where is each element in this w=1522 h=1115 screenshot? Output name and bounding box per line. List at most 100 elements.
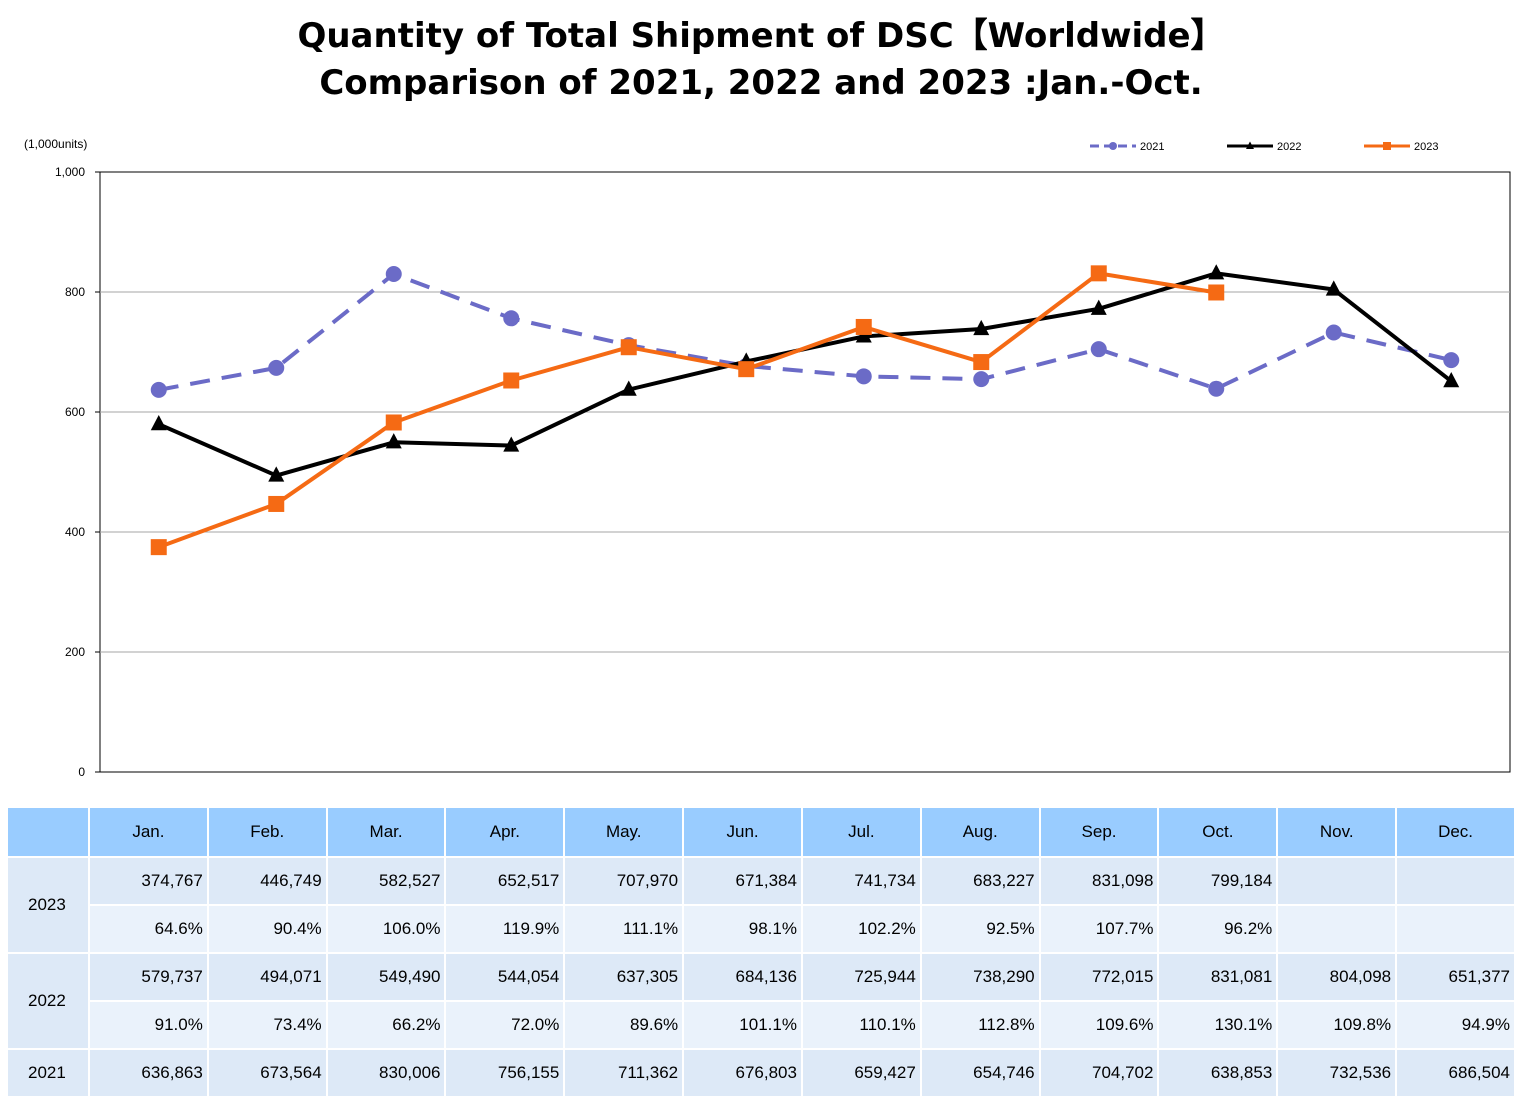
line-chart: (1,000units) 2021 2022 2023 0 200 400 600 800 1… bbox=[24, 137, 1511, 779]
units-cell: 673,564 bbox=[208, 1050, 326, 1096]
ratio-cell: 94.9% bbox=[1397, 1002, 1514, 1048]
marker-circle bbox=[1443, 352, 1460, 369]
units-cell bbox=[1278, 858, 1396, 904]
units-cell: 756,155 bbox=[446, 1050, 564, 1096]
year-cell: 2023 bbox=[8, 858, 88, 952]
ratio-cell: 102.2% bbox=[802, 906, 920, 952]
units-cell: 636,863 bbox=[90, 1050, 207, 1096]
header-month-cell: Aug. bbox=[921, 808, 1039, 856]
marker-triangle bbox=[1090, 299, 1107, 315]
units-cell bbox=[1397, 858, 1514, 904]
units-cell: 676,803 bbox=[684, 1050, 801, 1096]
table-row-ratio: 64.6% 90.4% 106.0% 119.9% 111.1% 98.1% 102.2% 9… bbox=[8, 906, 1514, 952]
y-tick-label: 800 bbox=[65, 285, 85, 299]
ratio-cell bbox=[1278, 906, 1396, 952]
ratio-cell: 112.8% bbox=[921, 1002, 1039, 1048]
ratio-cell: 96.2% bbox=[1159, 906, 1277, 952]
year-cell: 2022 bbox=[8, 954, 88, 1048]
marker-circle bbox=[973, 371, 990, 388]
ratio-cell: 107.7% bbox=[1040, 906, 1158, 952]
units-cell: 741,734 bbox=[802, 858, 920, 904]
marker-triangle bbox=[1325, 280, 1342, 296]
units-cell: 725,944 bbox=[802, 954, 920, 1000]
units-cell: 579,737 bbox=[90, 954, 207, 1000]
header-month-cell: Dec. bbox=[1397, 808, 1514, 856]
gridlines bbox=[100, 291, 1510, 653]
ratio-cell: 73.4% bbox=[208, 1002, 326, 1048]
ratio-cell: 98.1% bbox=[684, 906, 801, 952]
header-month-cell: Nov. bbox=[1278, 808, 1396, 856]
units-cell: 732,536 bbox=[1278, 1050, 1396, 1096]
header-month-cell: Jan. bbox=[90, 808, 207, 856]
units-cell: 799,184 bbox=[1159, 858, 1277, 904]
units-cell: 704,702 bbox=[1040, 1050, 1158, 1096]
table-header-row: Jan. Feb. Mar. Apr. May. Jun. Jul. Aug. Sep. Oct.… bbox=[8, 808, 1514, 856]
marker-square bbox=[385, 414, 402, 431]
marker-triangle bbox=[1246, 141, 1254, 150]
units-cell: 651,377 bbox=[1397, 954, 1514, 1000]
marker-square bbox=[1090, 265, 1107, 282]
legend-item-2021: 2021 bbox=[1090, 141, 1164, 153]
ratio-cell bbox=[1397, 906, 1514, 952]
ratio-cell: 92.5% bbox=[921, 906, 1039, 952]
series-line-2021 bbox=[158, 271, 1452, 392]
y-tick-label: 0 bbox=[78, 765, 85, 779]
units-cell: 683,227 bbox=[921, 858, 1039, 904]
legend-item-2023: 2023 bbox=[1364, 141, 1438, 153]
units-cell: 494,071 bbox=[208, 954, 326, 1000]
y-tick-label: 1,000 bbox=[55, 165, 85, 179]
units-cell: 686,504 bbox=[1397, 1050, 1514, 1096]
ratio-cell: 101.1% bbox=[684, 1002, 801, 1048]
marker-circle bbox=[1208, 380, 1225, 397]
header-month-cell: Sep. bbox=[1040, 808, 1158, 856]
year-cell: 2021 bbox=[8, 1050, 88, 1096]
units-cell: 652,517 bbox=[446, 858, 564, 904]
series-layer bbox=[150, 264, 1460, 556]
table-row-units: 2021 636,863 673,564 830,006 756,155 711,362 6… bbox=[8, 1050, 1514, 1096]
marker-circle bbox=[1109, 142, 1117, 150]
plot-area bbox=[99, 171, 1511, 773]
series-2023 bbox=[150, 265, 1225, 556]
units-cell: 544,054 bbox=[446, 954, 564, 1000]
marker-square bbox=[268, 495, 285, 512]
marker-circle bbox=[150, 381, 167, 398]
units-cell: 638,853 bbox=[1159, 1050, 1277, 1096]
units-cell: 830,006 bbox=[327, 1050, 445, 1096]
ratio-cell: 66.2% bbox=[327, 1002, 445, 1048]
ratio-cell: 64.6% bbox=[90, 906, 207, 952]
units-cell: 637,305 bbox=[565, 954, 683, 1000]
marker-circle bbox=[503, 310, 520, 327]
header-month-cell: Apr. bbox=[446, 808, 564, 856]
data-table: Jan. Feb. Mar. Apr. May. Jun. Jul. Aug. Sep. Oct.… bbox=[6, 806, 1516, 1098]
marker-triangle bbox=[973, 319, 990, 336]
marker-triangle bbox=[268, 466, 285, 482]
marker-circle bbox=[1325, 324, 1342, 341]
header-month-cell: Oct. bbox=[1159, 808, 1277, 856]
units-cell: 549,490 bbox=[327, 954, 445, 1000]
chart-title-line2: Comparison of 2021, 2022 and 2023 :Jan.-… bbox=[319, 63, 1203, 103]
table-row-units: 2023 374,767 446,749 582,527 652,517 707,970 6… bbox=[8, 858, 1514, 952]
units-cell: 654,746 bbox=[921, 1050, 1039, 1096]
header-month-cell: May. bbox=[565, 808, 683, 856]
series-line-2022 bbox=[157, 271, 1453, 478]
ratio-cell: 130.1% bbox=[1159, 1002, 1277, 1048]
marker-triangle bbox=[503, 436, 520, 452]
units-cell: 711,362 bbox=[565, 1050, 683, 1096]
ratio-cell: 109.8% bbox=[1278, 1002, 1396, 1048]
legend-label: 2022 bbox=[1277, 141, 1301, 153]
marker-circle bbox=[385, 265, 402, 282]
table-row-units: 2022 579,737 494,071 549,490 544,054 637,305 6… bbox=[8, 954, 1514, 1048]
legend-label: 2023 bbox=[1414, 141, 1438, 153]
units-cell: 582,527 bbox=[327, 858, 445, 904]
series-2021 bbox=[150, 265, 1460, 398]
marker-square bbox=[1208, 284, 1225, 301]
y-tick-label: 200 bbox=[65, 645, 85, 659]
marker-triangle bbox=[150, 415, 167, 431]
ratio-cell: 106.0% bbox=[327, 906, 445, 952]
marker-square bbox=[150, 539, 167, 556]
marker-circle bbox=[855, 368, 872, 385]
units-cell: 831,081 bbox=[1159, 954, 1277, 1000]
legend-label: 2021 bbox=[1140, 141, 1164, 153]
marker-square bbox=[855, 318, 872, 335]
ratio-cell: 72.0% bbox=[446, 1002, 564, 1048]
